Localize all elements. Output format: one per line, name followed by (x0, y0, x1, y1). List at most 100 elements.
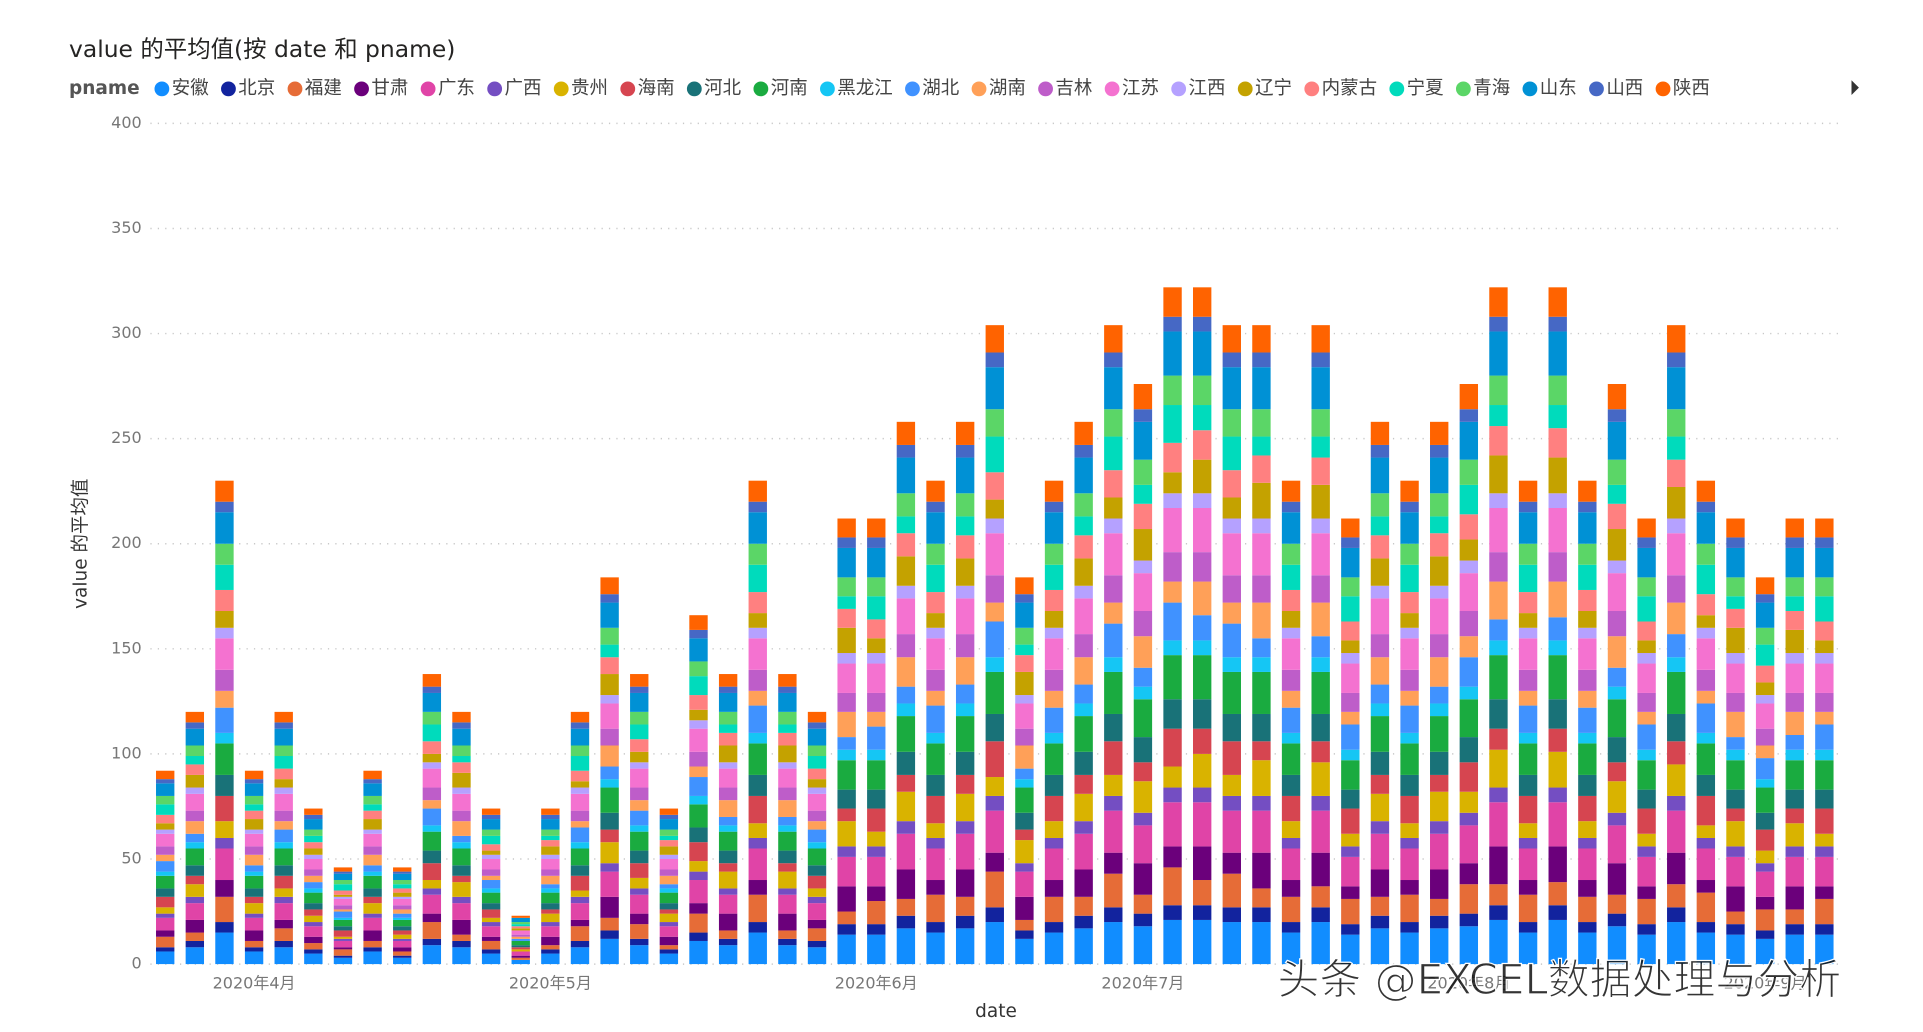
bar-segment (1015, 938, 1034, 965)
bar-segment (304, 903, 323, 910)
bar-segment (1044, 707, 1064, 733)
bar-segment (1430, 716, 1449, 752)
bar-segment (1015, 594, 1034, 603)
bar-segment (1667, 795, 1686, 811)
bar-segment (689, 661, 708, 677)
bar-segment (1489, 787, 1508, 803)
bar-segment (1785, 749, 1804, 761)
bar-segment (630, 850, 649, 864)
bar-segment (1370, 915, 1390, 929)
bar-segment (1074, 684, 1093, 704)
bar-segment (1459, 484, 1479, 515)
bar-segment (778, 871, 797, 889)
bar-segment (1518, 743, 1538, 775)
bar-segment (363, 783, 382, 796)
bar-segment (1489, 581, 1508, 620)
bar-segment (304, 854, 323, 859)
bar-segment (156, 814, 175, 824)
bar-segment (541, 892, 560, 904)
bar-segment (1311, 762, 1330, 796)
bar-segment (1578, 669, 1597, 691)
bar-segment (333, 926, 353, 931)
bar-segment (1370, 869, 1390, 897)
bar-segment (1667, 907, 1686, 923)
bar-segment (1163, 699, 1182, 729)
bar-segment (778, 894, 797, 914)
bar-segment (1785, 711, 1804, 735)
bar-segment (244, 854, 264, 866)
bar-segment (570, 947, 590, 965)
bar-segment (896, 703, 916, 717)
bar-segment (1607, 384, 1627, 410)
bar-segment (1548, 617, 1567, 641)
bar-segment (1607, 503, 1627, 530)
bar-segment (659, 945, 679, 950)
bar-segment (1044, 512, 1064, 544)
bar-segment (807, 711, 827, 723)
bar-segment (333, 909, 353, 912)
bar-segment (1133, 421, 1153, 460)
bar-segment (393, 930, 412, 935)
legend-marker (221, 81, 236, 97)
bar-segment (955, 703, 975, 717)
bar-segment (1133, 667, 1153, 687)
bar-segment (215, 922, 234, 933)
bar-segment (1489, 405, 1508, 427)
bar-segment (274, 722, 293, 729)
bar-segment (748, 932, 767, 965)
bar-segment (896, 833, 916, 870)
bar-segment (1044, 669, 1064, 691)
bar-segment (1726, 856, 1745, 887)
bar-segment (955, 657, 975, 685)
bar-segment (1222, 907, 1241, 923)
legend-marker (1304, 81, 1320, 97)
bar-segment (1696, 512, 1716, 544)
legend-scroll-arrow[interactable] (1851, 80, 1859, 96)
bar-segment (926, 894, 945, 923)
bar-segment (1015, 919, 1034, 931)
bar-segment (1074, 716, 1093, 752)
bar-segment (244, 913, 264, 918)
bar-segment (1755, 909, 1775, 931)
bar-segment (1755, 665, 1775, 683)
bar-segment (185, 848, 205, 866)
bar-segment (1726, 596, 1745, 609)
bar-segment (689, 795, 708, 805)
bar-segment (896, 869, 916, 899)
bar-segment (1518, 480, 1538, 502)
bar-segment (274, 745, 293, 757)
bar-segment (985, 518, 1004, 534)
bar-segment (1341, 846, 1360, 857)
bar-segment (1311, 671, 1330, 714)
bar-segment (185, 821, 205, 834)
legend-label: 海南 (638, 78, 675, 99)
bar-segment (1755, 594, 1775, 603)
bar-segment (1133, 737, 1153, 763)
bar-segment (718, 816, 738, 826)
bar-segment (1430, 556, 1449, 586)
bar-segment (215, 795, 234, 822)
bar-segment (1311, 409, 1330, 437)
bar-segment (689, 709, 708, 721)
bar-segment (1163, 405, 1182, 443)
bar-segment (511, 938, 530, 941)
bar-segment (1311, 886, 1330, 908)
bar-segment (1281, 821, 1301, 838)
bar-segment (1133, 686, 1153, 700)
bar-segment (807, 865, 827, 876)
bar-segment (837, 663, 856, 693)
bar-segment (1667, 409, 1686, 437)
bar-segment (1726, 749, 1745, 761)
bar-segment (837, 596, 856, 609)
bar-segment (481, 880, 501, 889)
bar-segment (807, 779, 827, 788)
bar-segment (926, 501, 945, 513)
bar-segment (1785, 886, 1804, 910)
bar-segment (481, 808, 501, 815)
bar-segment (1400, 894, 1419, 923)
bar-segment (1222, 671, 1241, 714)
bar-segment (363, 951, 382, 965)
bar-segment (1281, 610, 1301, 628)
bar-segment (185, 940, 205, 948)
bar-segment (1252, 533, 1271, 576)
